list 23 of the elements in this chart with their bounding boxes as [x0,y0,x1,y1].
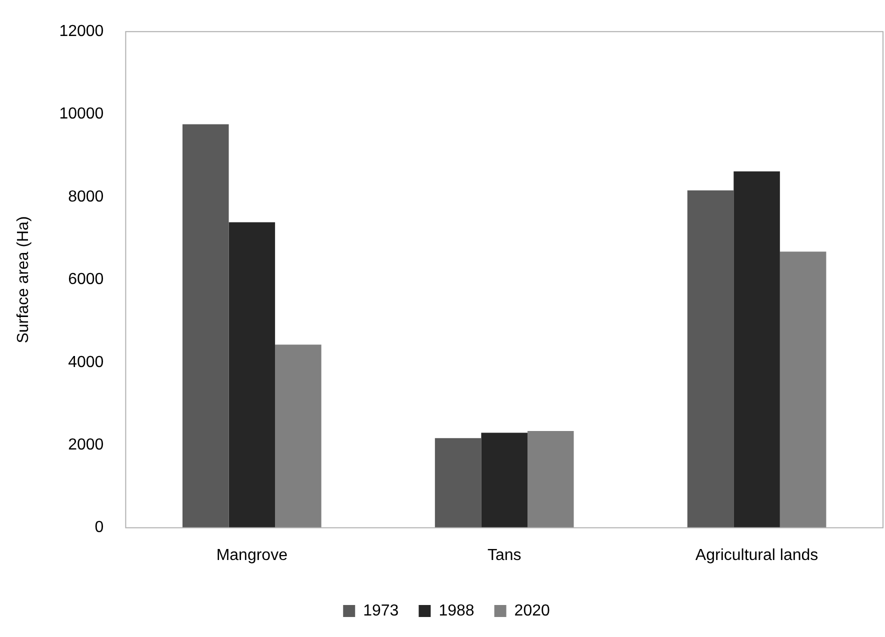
y-tick-label: 2000 [68,436,104,454]
bar [182,124,229,528]
bar [780,252,826,528]
y-tick-label: 0 [94,519,104,536]
bar [228,222,276,528]
bar [687,190,734,528]
legend-label: 1988 [438,602,474,620]
bar [481,432,528,528]
bar [734,171,780,528]
y-tick-label: 8000 [68,188,104,206]
bar [527,431,574,528]
legend-label: 2020 [514,602,550,620]
y-axis-title: Surface area (Ha) [15,216,32,344]
bar [434,438,482,528]
x-tick-label: Agricultural lands [695,546,818,564]
x-tick-label: Tans [487,546,522,564]
y-tick-label: 12000 [59,23,104,40]
y-tick-label: 10000 [59,106,104,123]
y-tick-label: 4000 [68,354,104,371]
x-tick-label: Mangrove [216,546,288,564]
y-tick-label: 6000 [68,271,104,288]
legend-label: 1973 [363,602,399,620]
bar [275,344,322,528]
